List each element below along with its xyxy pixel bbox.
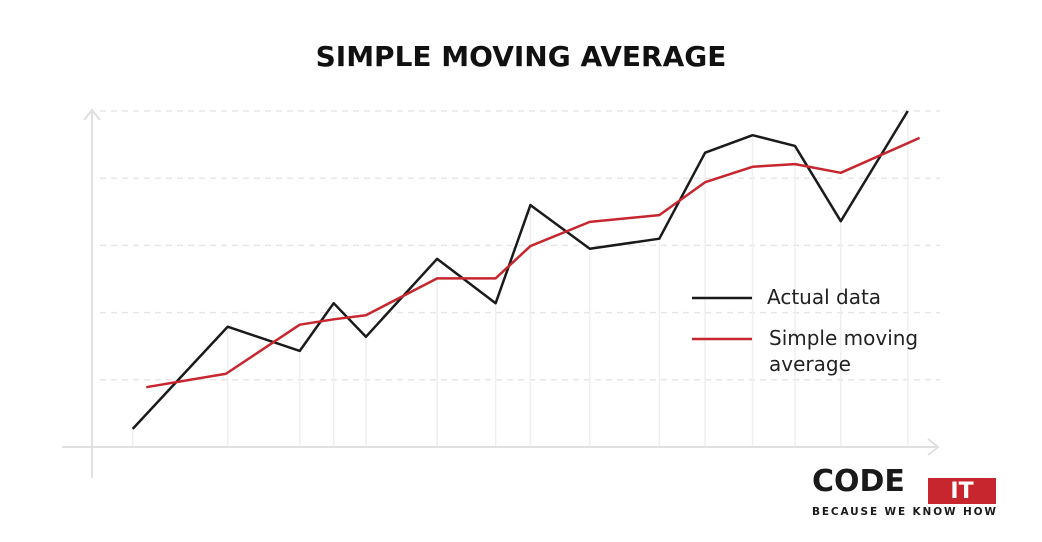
axes	[62, 108, 940, 478]
chart-title: SIMPLE MOVING AVERAGE	[316, 40, 727, 73]
legend-label: Actual data	[767, 285, 882, 309]
logo-name: CODE	[812, 464, 905, 499]
logo-tagline: BECAUSE WE KNOW HOW	[812, 506, 996, 518]
series-line	[146, 136, 921, 389]
legend-label: Simple moving average	[769, 326, 919, 376]
logo: CODE IT BECAUSE WE KNOW HOW	[812, 464, 996, 518]
logo-badge: IT	[950, 479, 973, 504]
series-line	[131, 110, 909, 430]
logo-badge-bg	[928, 478, 996, 504]
